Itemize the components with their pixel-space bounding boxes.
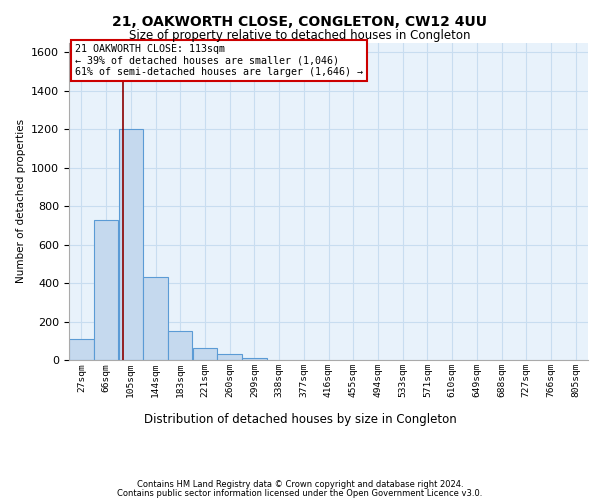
- Bar: [94, 220, 118, 360]
- Bar: [242, 358, 266, 360]
- Bar: [119, 129, 143, 360]
- Text: Contains public sector information licensed under the Open Government Licence v3: Contains public sector information licen…: [118, 489, 482, 498]
- Text: Distribution of detached houses by size in Congleton: Distribution of detached houses by size …: [143, 412, 457, 426]
- Text: Contains HM Land Registry data © Crown copyright and database right 2024.: Contains HM Land Registry data © Crown c…: [137, 480, 463, 489]
- Bar: [168, 331, 193, 360]
- Bar: [69, 339, 94, 360]
- Bar: [193, 348, 217, 360]
- Text: 21, OAKWORTH CLOSE, CONGLETON, CW12 4UU: 21, OAKWORTH CLOSE, CONGLETON, CW12 4UU: [113, 15, 487, 29]
- Bar: [143, 278, 167, 360]
- Text: Size of property relative to detached houses in Congleton: Size of property relative to detached ho…: [129, 29, 471, 42]
- Y-axis label: Number of detached properties: Number of detached properties: [16, 119, 26, 284]
- Text: 21 OAKWORTH CLOSE: 113sqm
← 39% of detached houses are smaller (1,046)
61% of se: 21 OAKWORTH CLOSE: 113sqm ← 39% of detac…: [75, 44, 363, 78]
- Bar: [217, 354, 242, 360]
